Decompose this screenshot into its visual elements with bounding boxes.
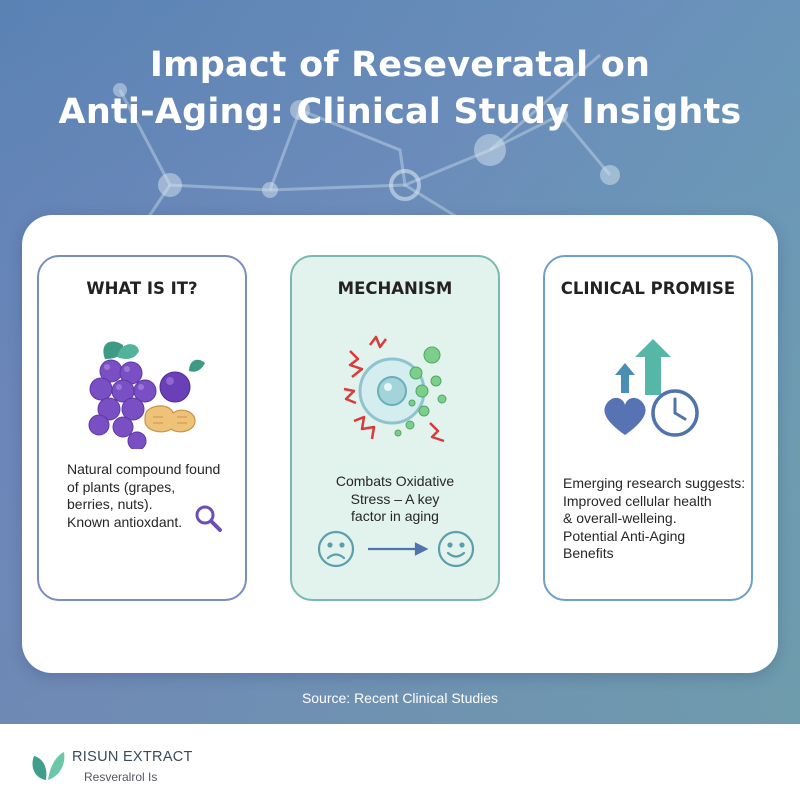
arrow-right-icon: [368, 542, 429, 556]
mood-transition: [317, 530, 475, 568]
info-panel: WHAT IS IT?: [22, 215, 778, 673]
brand-tagline: Resveralrol Is: [84, 770, 158, 784]
desc-line: Benefits: [563, 545, 614, 561]
heart-icon: [604, 397, 646, 435]
up-arrows-icon: [604, 339, 699, 437]
desc-line: Potential Anti-Aging: [563, 527, 686, 544]
clock-icon: [651, 389, 699, 437]
card-heading: CLINICAL PROMISE: [560, 279, 736, 298]
desc-line: of plants (grapes,: [67, 478, 176, 495]
card-mechanism: MECHANISM: [290, 255, 500, 601]
sad-face-icon: [317, 530, 355, 568]
happy-face-icon: [437, 530, 475, 568]
card-description: Combats Oxidative Stress – A key factor …: [292, 473, 498, 526]
desc-line: Natural compound found: [67, 461, 221, 477]
grapes-icon: [88, 341, 205, 449]
desc-line: Emerging research suggests:: [563, 475, 746, 491]
desc-line: Known antioxdant.: [67, 513, 183, 530]
card-heading: WHAT IS IT?: [86, 279, 198, 298]
leaf-logo-icon: [32, 752, 65, 780]
title-line-2: Anti-Aging: Clinical Study Insights: [58, 92, 742, 132]
cell-icon: [343, 335, 447, 443]
card-clinical-promise: CLINICAL PROMISE Emerging research sugge…: [543, 255, 753, 601]
desc-line: & overall-welleing.: [563, 510, 677, 526]
desc-line: Combats Oxidative: [335, 473, 455, 489]
brand-name: RISUN EXTRACT: [72, 749, 193, 765]
source-caption: Source: Recent Clinical Studies: [301, 690, 499, 706]
title-line-1: Impact of Reseveratal on: [149, 45, 651, 85]
card-description: Emerging research suggests: Improved cel…: [563, 475, 749, 563]
desc-line: Improved cellular health: [563, 492, 712, 509]
card-description: Natural compound found of plants (grapes…: [67, 461, 245, 531]
desc-line: Stress – A key: [350, 490, 440, 507]
page-title: Impact of Reseveratal on Anti-Aging: Cli…: [0, 42, 800, 136]
free-radical-icon: [343, 335, 445, 443]
card-what-is-it: WHAT IS IT?: [37, 255, 247, 601]
brand-footer: RISUN EXTRACT Resveralrol Is: [28, 745, 328, 790]
card-heading: MECHANISM: [337, 279, 453, 298]
desc-line: factor in aging: [351, 508, 439, 524]
magnifier-icon: [195, 505, 222, 532]
desc-line: berries, nuts).: [67, 496, 153, 512]
hero-background: Impact of Reseveratal on Anti-Aging: Cli…: [0, 0, 800, 724]
